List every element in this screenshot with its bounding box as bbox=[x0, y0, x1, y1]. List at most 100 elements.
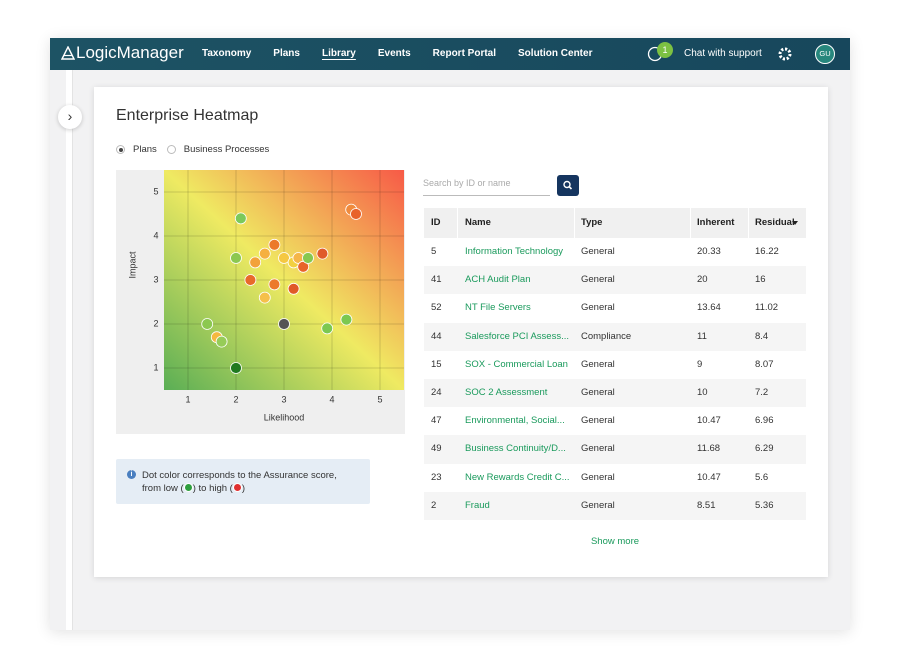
column-header[interactable]: Inherent bbox=[697, 217, 735, 228]
data-point[interactable] bbox=[215, 335, 228, 348]
data-point[interactable] bbox=[287, 282, 300, 295]
table-cell: 11.02 bbox=[755, 302, 779, 314]
table-cell: 6.96 bbox=[755, 415, 774, 427]
data-point[interactable] bbox=[350, 208, 362, 220]
search-placeholder: Search by ID or name bbox=[423, 178, 511, 188]
nav-item[interactable]: Solution Center bbox=[518, 48, 593, 59]
radio-option[interactable]: Plans bbox=[116, 144, 157, 155]
x-tick-label: 4 bbox=[329, 394, 334, 404]
logo[interactable]: LogicManager bbox=[76, 43, 184, 62]
search-input[interactable]: Search by ID or name bbox=[423, 173, 550, 196]
table-cell: 41 bbox=[431, 274, 442, 286]
nav-bar: LogicManager Taxonomy Plans Library Events R… bbox=[50, 38, 850, 70]
data-point[interactable] bbox=[268, 278, 281, 291]
table-cell: 15 bbox=[431, 358, 442, 370]
table-cell: 6.29 bbox=[755, 443, 774, 455]
page-title: Enterprise Heatmap bbox=[116, 107, 259, 124]
table-row: 5 Information Technology General 20.33 16.22 bbox=[424, 238, 806, 267]
help-icon[interactable]: 1 bbox=[646, 42, 676, 66]
sort-arrow[interactable] bbox=[792, 221, 798, 225]
table-cell: 47 bbox=[431, 415, 442, 427]
table-cell: General bbox=[581, 387, 615, 398]
table-row: 41 ACH Audit Plan General 20 16 bbox=[424, 266, 806, 295]
nav-items: Taxonomy Plans Library Events Report Portal S… bbox=[202, 38, 592, 70]
x-tick-label: 1 bbox=[185, 394, 190, 404]
table-cell: 16 bbox=[755, 274, 766, 286]
table-row: 24 SOC 2 Assessment General 10 7.2 bbox=[424, 379, 806, 408]
table-cell: 23 bbox=[431, 471, 442, 483]
row-link[interactable]: Salesforce PCI Assess... bbox=[465, 330, 570, 342]
nav-item[interactable]: Taxonomy bbox=[202, 48, 252, 59]
row-link[interactable]: Information Technology bbox=[465, 246, 564, 257]
column-header[interactable]: Residual bbox=[755, 217, 795, 228]
logo-icon bbox=[61, 46, 75, 60]
data-point[interactable] bbox=[230, 362, 242, 374]
table-cell: General bbox=[581, 443, 615, 455]
radio-dot bbox=[118, 147, 123, 152]
table-cell: 10.47 bbox=[697, 415, 721, 427]
info-icon: i bbox=[127, 470, 136, 479]
table-cell: 13.64 bbox=[697, 302, 721, 314]
nav-item[interactable]: Events bbox=[377, 48, 411, 59]
table-cell: 2 bbox=[431, 499, 437, 511]
data-point[interactable] bbox=[201, 318, 214, 330]
nav-item[interactable]: Report Portal bbox=[432, 48, 497, 59]
data-point[interactable] bbox=[234, 212, 247, 225]
y-tick-label: 3 bbox=[153, 274, 158, 284]
show-more[interactable]: Show more bbox=[590, 536, 640, 547]
table-header: ID Name Type Inherent Residual bbox=[424, 208, 806, 238]
table-cell: General bbox=[581, 274, 615, 286]
data-point[interactable] bbox=[278, 252, 290, 264]
data-point[interactable] bbox=[268, 238, 281, 251]
table-cell: General bbox=[581, 246, 615, 257]
avatar[interactable]: GU bbox=[815, 44, 835, 64]
sidebar bbox=[66, 70, 73, 630]
data-point[interactable] bbox=[316, 247, 329, 260]
row-link[interactable]: SOX - Commercial Loan bbox=[465, 358, 568, 370]
settings-icon[interactable] bbox=[777, 46, 793, 62]
data-point[interactable] bbox=[249, 256, 262, 269]
table-cell: 8.4 bbox=[755, 330, 769, 342]
column-header[interactable]: ID bbox=[431, 217, 441, 228]
data-point[interactable] bbox=[258, 247, 271, 260]
column-divider bbox=[457, 208, 458, 238]
column-header[interactable]: Type bbox=[581, 217, 603, 228]
table-row: 23 New Rewards Credit C... General 10.47 5.6 bbox=[424, 463, 806, 492]
data-point[interactable] bbox=[258, 291, 271, 304]
table-cell: 10 bbox=[697, 387, 708, 398]
row-link[interactable]: NT File Servers bbox=[465, 302, 531, 314]
table-row: 15 SOX - Commercial Loan General 9 8.07 bbox=[424, 350, 806, 379]
y-axis-label: Impact bbox=[127, 251, 137, 279]
table-row: 2 Fraud General 8.51 5.36 bbox=[424, 491, 806, 520]
table-cell: 16.22 bbox=[755, 246, 779, 257]
data-point[interactable] bbox=[278, 318, 290, 330]
table-cell: 20 bbox=[697, 274, 708, 286]
data-point[interactable] bbox=[230, 252, 242, 264]
data-point[interactable] bbox=[302, 252, 314, 264]
row-link[interactable]: New Rewards Credit C... bbox=[465, 471, 570, 483]
row-link[interactable]: Environmental, Social... bbox=[465, 415, 565, 427]
chat-link[interactable]: Chat with support bbox=[684, 48, 762, 59]
data-point[interactable] bbox=[321, 322, 334, 335]
note-text-start: Dot color corresponds to the Assurance s… bbox=[142, 470, 337, 494]
info-note: i Dot color corresponds to the Assurance… bbox=[116, 459, 370, 504]
x-axis-label: Likelihood bbox=[264, 412, 305, 422]
table-row: 44 Salesforce PCI Assess... Compliance 11 8.… bbox=[424, 322, 806, 351]
table-cell: 24 bbox=[431, 387, 442, 398]
column-header[interactable]: Name bbox=[465, 217, 491, 228]
row-link[interactable]: SOC 2 Assessment bbox=[465, 387, 548, 398]
row-link[interactable]: Fraud bbox=[465, 499, 490, 511]
radio-label: Plans bbox=[133, 144, 157, 155]
data-point[interactable] bbox=[340, 313, 353, 326]
nav-item[interactable]: Library bbox=[321, 48, 356, 59]
row-link[interactable]: Business Continuity/D... bbox=[465, 443, 566, 455]
sidebar-toggle[interactable]: › bbox=[58, 105, 82, 129]
radio-option[interactable]: Business Processes bbox=[166, 144, 269, 155]
y-tick-label: 2 bbox=[153, 318, 158, 328]
plot-area bbox=[164, 170, 404, 390]
data-point[interactable] bbox=[244, 274, 257, 286]
nav-item[interactable]: Plans bbox=[273, 48, 300, 59]
row-link[interactable]: ACH Audit Plan bbox=[465, 274, 531, 286]
search-button[interactable] bbox=[557, 175, 579, 196]
